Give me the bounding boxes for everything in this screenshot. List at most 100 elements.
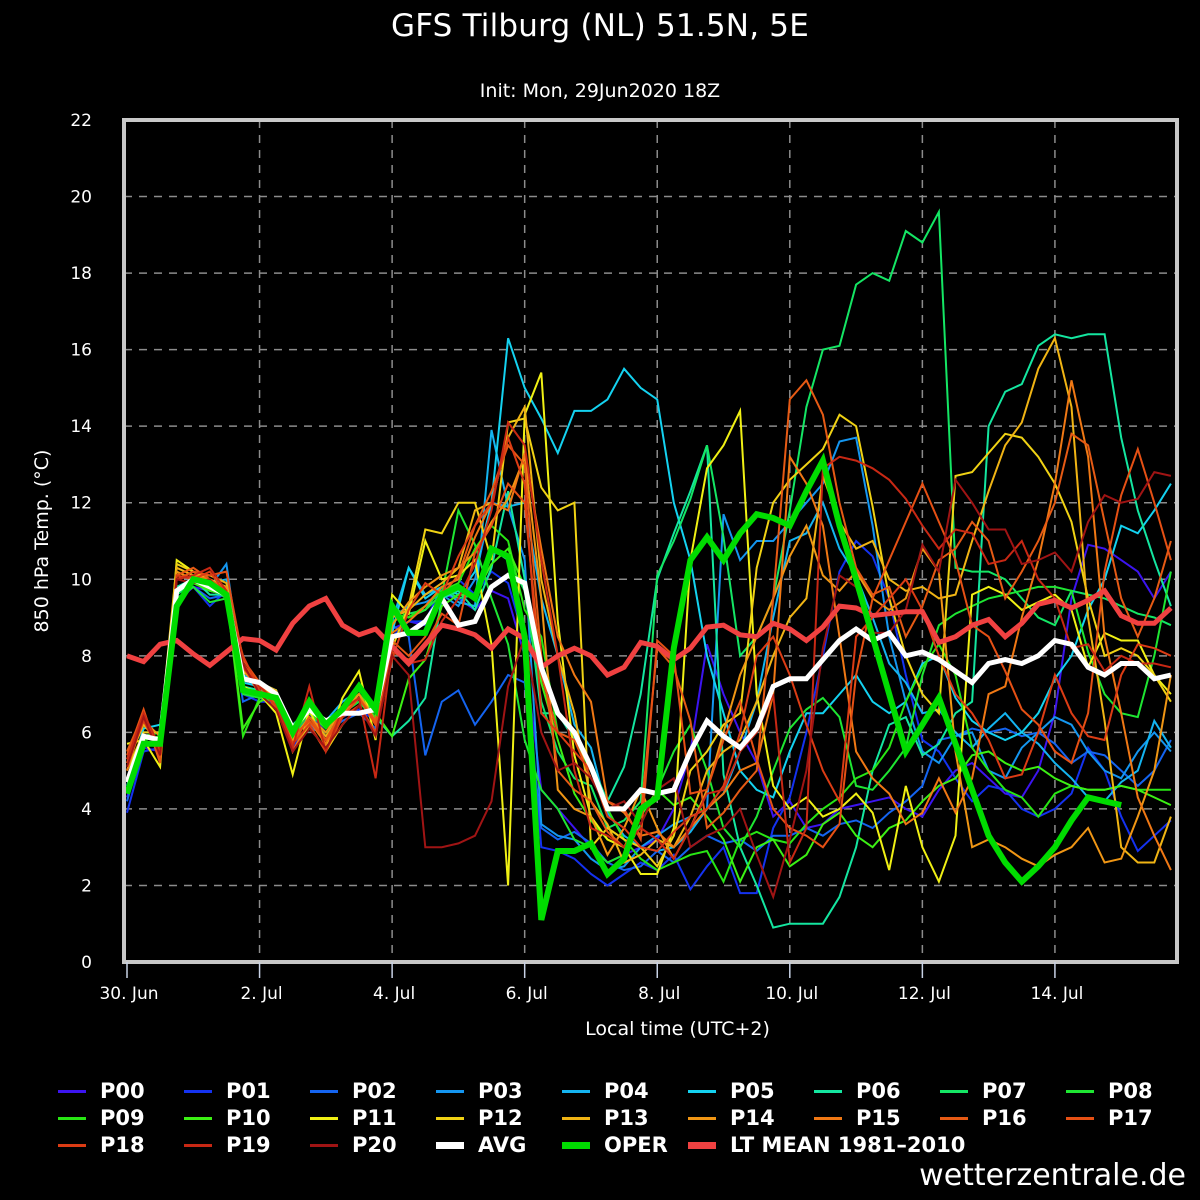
legend-swatch: [184, 1089, 212, 1093]
legend-item: P20: [310, 1132, 397, 1158]
legend-item: P18: [58, 1132, 145, 1158]
legend-item: P15: [814, 1105, 901, 1131]
series-line-lt-mean-1981-2010: [126, 587, 1173, 679]
legend-swatch: [688, 1116, 716, 1120]
y-tick-label: 20: [70, 188, 92, 208]
legend-item: P13: [562, 1105, 649, 1131]
legend-label: P04: [604, 1079, 649, 1103]
legend-item: P02: [310, 1078, 397, 1104]
x-tick-label: 12. Jul: [898, 984, 951, 1004]
y-tick-label: 6: [81, 723, 92, 743]
legend-item: LT MEAN 1981–2010: [688, 1132, 965, 1158]
legend-item: P10: [184, 1105, 271, 1131]
legend-label: P00: [100, 1079, 145, 1103]
legend-item: P05: [688, 1078, 775, 1104]
legend-label: P16: [982, 1106, 1027, 1130]
y-tick-label: 8: [81, 647, 92, 667]
x-tick-label: 30. Jun: [99, 984, 158, 1004]
legend-label: AVG: [478, 1133, 527, 1157]
y-tick-label: 12: [70, 494, 92, 514]
legend-item: P03: [436, 1078, 523, 1104]
legend-item: P01: [184, 1078, 271, 1104]
legend-label: P13: [604, 1106, 649, 1130]
series-line-oper: [124, 452, 1122, 921]
legend-swatch: [562, 1089, 590, 1093]
legend-item: P12: [436, 1105, 523, 1131]
y-tick-label: 16: [70, 341, 92, 361]
legend-swatch: [184, 1116, 212, 1120]
chart-subtitle: Init: Mon, 29Jun2020 18Z: [479, 80, 721, 102]
legend-swatch: [562, 1141, 590, 1149]
legend-label: P06: [856, 1079, 901, 1103]
legend-item: P00: [58, 1078, 145, 1104]
series-line-p20: [126, 470, 1172, 901]
legend-item: P17: [1066, 1105, 1153, 1131]
legend-swatch: [58, 1089, 86, 1093]
legend-label: P02: [352, 1079, 397, 1103]
legend-swatch: [688, 1141, 716, 1149]
legend-swatch: [1066, 1089, 1094, 1093]
y-tick-label: 22: [70, 111, 92, 131]
legend-swatch: [310, 1116, 338, 1120]
legend-swatch: [940, 1116, 968, 1120]
series-line-p00: [126, 543, 1172, 864]
x-axis-label: Local time (UTC+2): [585, 1018, 770, 1040]
legend-swatch: [58, 1143, 86, 1147]
legend-swatch: [184, 1143, 212, 1147]
legend-swatch: [310, 1089, 338, 1093]
legend-item: P14: [688, 1105, 775, 1131]
series-line-p13: [126, 335, 1172, 864]
legend-label: P12: [478, 1106, 523, 1130]
legend-label: P20: [352, 1133, 397, 1157]
legend-swatch: [58, 1116, 86, 1120]
y-axis-label: 850 hPa Temp. (°C): [31, 450, 53, 633]
x-tick-label: 8. Jul: [638, 984, 680, 1004]
x-tick-label: 6. Jul: [506, 984, 548, 1004]
legend-item: P11: [310, 1105, 397, 1131]
x-tick-label: 10. Jul: [765, 984, 818, 1004]
y-tick-label: 14: [70, 417, 92, 437]
series-line-p11: [126, 372, 1172, 886]
legend-item: P19: [184, 1132, 271, 1158]
y-tick-label: 18: [70, 264, 92, 284]
legend-swatch: [436, 1116, 464, 1120]
legend-label: OPER: [604, 1133, 668, 1157]
y-tick-label: 10: [70, 570, 92, 590]
x-tick-label: 4. Jul: [373, 984, 415, 1004]
legend-swatch: [940, 1089, 968, 1093]
legend-label: P17: [1108, 1106, 1153, 1130]
legend-swatch: [1066, 1116, 1094, 1120]
series-line-p18: [126, 434, 1172, 853]
series-group: [124, 208, 1173, 929]
y-tick-label: 4: [81, 800, 92, 820]
legend-item: P04: [562, 1078, 649, 1104]
legend-item: AVG: [436, 1132, 526, 1158]
legend-swatch: [436, 1089, 464, 1093]
legend-label: P18: [100, 1133, 145, 1157]
legend-label: P05: [730, 1079, 775, 1103]
legend-item: P09: [58, 1105, 145, 1131]
legend-swatch: [688, 1089, 716, 1093]
legend-swatch: [562, 1116, 590, 1120]
legend-swatch: [814, 1089, 842, 1093]
chart-title: GFS Tilburg (NL) 51.5N, 5E: [390, 8, 810, 44]
legend-label: P15: [856, 1106, 901, 1130]
legend-label: P09: [100, 1106, 145, 1130]
series-line-p17: [126, 445, 1172, 849]
legend-label: P14: [730, 1106, 775, 1130]
legend-label: P01: [226, 1079, 271, 1103]
legend-label: P10: [226, 1106, 271, 1130]
legend-item: P16: [940, 1105, 1027, 1131]
plot-frame: [122, 118, 1179, 964]
legend-item: P06: [814, 1078, 901, 1104]
legend-label: P08: [1108, 1079, 1153, 1103]
x-axis: 30. Jun 2. Jul 4. Jul 6. Jul 8. Jul 10. Jul 12…: [99, 962, 1083, 1004]
y-tick-label: 0: [81, 953, 92, 973]
legend-swatch: [814, 1116, 842, 1120]
y-tick-label: 2: [81, 876, 92, 896]
x-tick-label: 2. Jul: [240, 984, 282, 1004]
legend-item: OPER: [562, 1132, 668, 1158]
legend-label: P19: [226, 1133, 271, 1157]
legend-swatch: [436, 1141, 464, 1149]
